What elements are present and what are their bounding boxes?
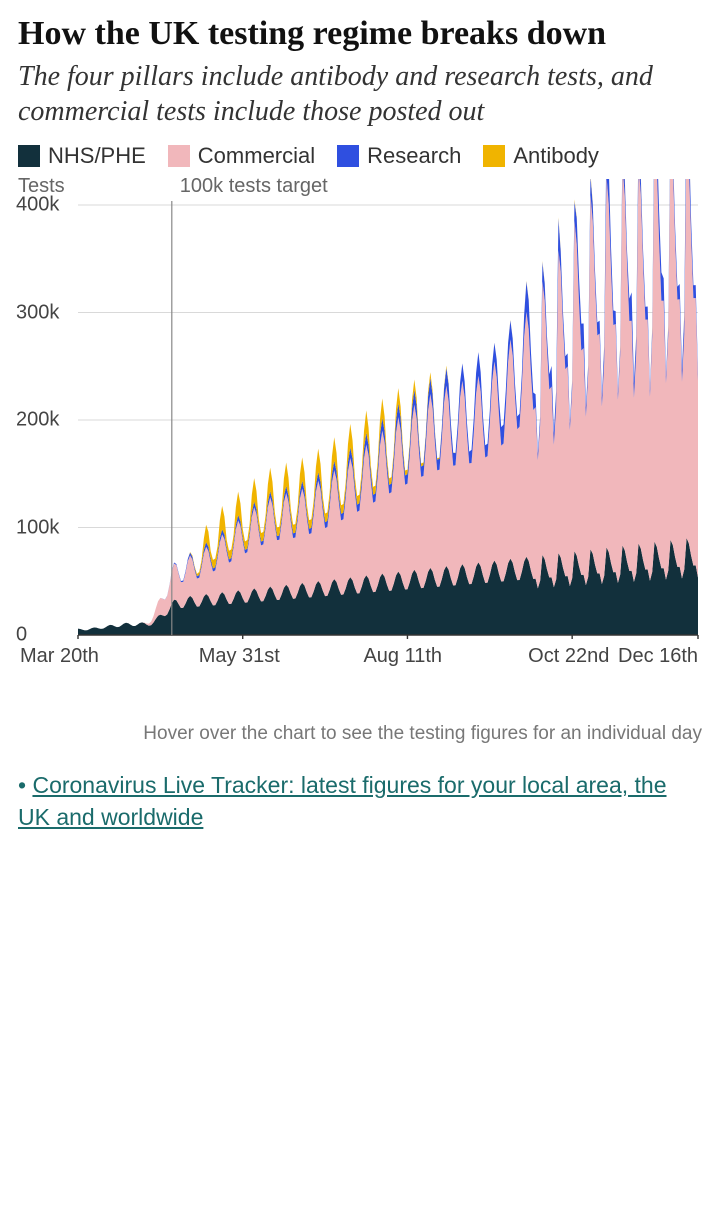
y-tick-label: 100k: [16, 516, 59, 539]
legend: NHS/PHE Commercial Research Antibody: [18, 143, 702, 169]
stacked-area-chart[interactable]: [18, 179, 702, 639]
y-tick-label: 300k: [16, 301, 59, 324]
related-link-block: • Coronavirus Live Tracker: latest figur…: [18, 769, 702, 833]
series-commercial: [78, 179, 698, 630]
y-tick-label: 200k: [16, 409, 59, 432]
legend-item: NHS/PHE: [18, 143, 146, 169]
legend-swatch: [337, 145, 359, 167]
y-tick-label: 0: [16, 624, 27, 647]
legend-item: Research: [337, 143, 461, 169]
legend-item: Commercial: [168, 143, 315, 169]
chart-container: Tests 100k tests target 0100k200k300k400…: [18, 179, 702, 675]
chart-subtitle: The four pillars include antibody and re…: [18, 59, 702, 129]
legend-label: NHS/PHE: [48, 143, 146, 169]
x-tick-label: Mar 20th: [20, 645, 99, 668]
legend-item: Antibody: [483, 143, 599, 169]
legend-swatch: [168, 145, 190, 167]
x-tick-label: Aug 11th: [363, 645, 442, 668]
legend-label: Research: [367, 143, 461, 169]
chart-title: How the UK testing regime breaks down: [18, 14, 702, 53]
live-tracker-link[interactable]: Coronavirus Live Tracker: latest figures…: [18, 772, 667, 830]
x-tick-label: May 31st: [199, 645, 280, 668]
legend-swatch: [483, 145, 505, 167]
legend-label: Commercial: [198, 143, 315, 169]
y-tick-label: 400k: [16, 194, 59, 217]
legend-label: Antibody: [513, 143, 599, 169]
bullet-icon: •: [18, 772, 26, 798]
target-annotation: 100k tests target: [180, 175, 328, 198]
x-tick-label: Oct 22nd: [528, 645, 609, 668]
chart-footnote: Hover over the chart to see the testing …: [18, 721, 702, 747]
legend-swatch: [18, 145, 40, 167]
x-tick-label: Dec 16th: [618, 645, 698, 668]
